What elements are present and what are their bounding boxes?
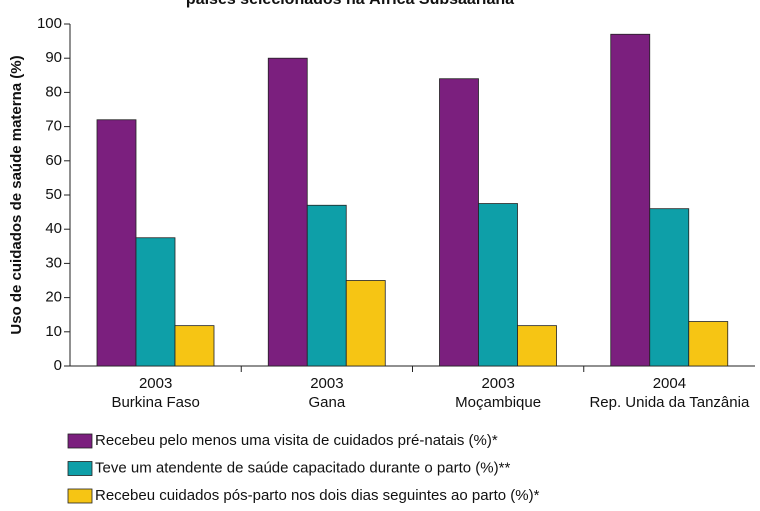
bar [267,57,308,367]
y-tick-label: 90 [45,49,62,66]
bar [174,325,215,367]
x-tick-label: 2003 [310,375,343,392]
y-tick-label: 100 [37,15,62,32]
bar [439,78,479,367]
bar [688,321,729,367]
y-tick-label: 80 [45,83,62,100]
bar [135,237,176,367]
legend-label: Recebeu cuidados pós-parto nos dois dias… [95,487,540,504]
legend-label: Teve um atendente de saúde capacitado du… [95,459,510,476]
y-tick-label: 50 [45,186,62,203]
y-tick-label: 60 [45,152,62,169]
chart-title: países selecionados na África Subsaarian… [186,0,514,8]
y-axis-label: Uso de cuidados de saúde materna (%) [8,55,25,334]
x-tick-label: Burkina Faso [111,394,199,411]
y-tick-label: 10 [45,323,62,340]
x-tick-label: 2004 [653,375,686,392]
x-tick-label: Rep. Unida da Tanzânia [589,394,749,411]
y-tick-label: 30 [45,254,62,271]
bar [610,33,651,367]
y-tick-label: 70 [45,118,62,135]
legend-label: Recebeu pelo menos uma visita de cuidado… [95,432,498,449]
x-tick-label: 2003 [481,375,514,392]
legend-swatch [67,433,93,449]
x-tick-label: Gana [309,394,346,411]
y-tick-label: 20 [45,289,62,306]
bar [345,280,386,367]
x-tick-label: 2003 [139,375,172,392]
bar [649,208,690,367]
bar [306,204,347,367]
bar [478,203,518,367]
bar [96,119,137,367]
bar [517,325,557,367]
y-tick-label: 0 [54,357,62,374]
y-tick-label: 40 [45,220,62,237]
legend-swatch [67,461,93,476]
legend-swatch [67,488,93,504]
x-tick-label: Moçambique [455,394,541,411]
